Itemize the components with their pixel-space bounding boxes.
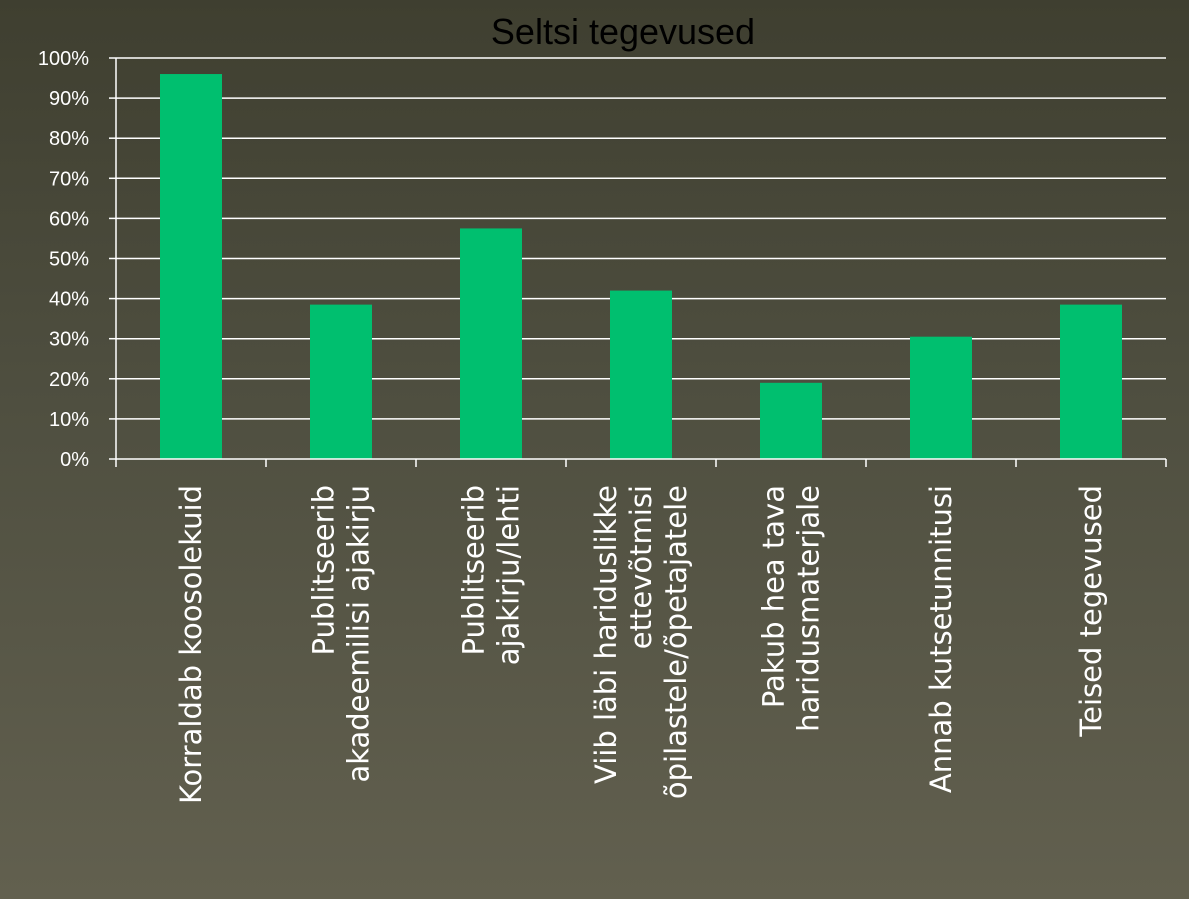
y-tick-label: 90% — [49, 88, 89, 110]
x-category-label-line: Publitseerib — [307, 485, 341, 655]
y-tick-label: 100% — [38, 48, 89, 70]
y-tick-label: 30% — [49, 329, 89, 351]
y-tick-label: 60% — [49, 208, 89, 230]
x-category-label-line: Annab kutsetunnitusi — [924, 485, 958, 793]
y-tick-label: 80% — [49, 128, 89, 150]
x-category-label-line: ajakirju/lehti — [492, 485, 526, 665]
x-category-label: Publitseerib akadeemilisi ajakirju — [307, 485, 376, 783]
y-tick-label: 0% — [60, 449, 89, 471]
gridlines — [116, 57, 1166, 420]
chart-title: Seltsi tegevused — [491, 11, 755, 52]
x-category-label-line: Teised tegevused — [1074, 485, 1108, 738]
y-axis-tick-labels: 0% 10% 20% 30% 40% 50% 60% 70% 80% 90% 100% — [38, 48, 89, 471]
bar — [910, 336, 972, 459]
x-category-label-line: Korraldab koosolekuid — [174, 485, 208, 804]
x-category-label-line: akadeemilisi ajakirju — [342, 485, 376, 783]
y-tick-label: 50% — [49, 249, 89, 271]
x-axis-category-labels: Korraldab koosolekuid Publitseerib akadeem… — [174, 485, 1108, 804]
bar — [760, 382, 822, 459]
bar — [160, 74, 222, 459]
y-tick-label: 40% — [49, 289, 89, 311]
x-category-label: Pakub hea tava haridusmaterjale — [757, 485, 826, 732]
x-category-label-line: Publitseerib — [457, 485, 491, 655]
x-category-label-line: ettevõtmisi — [624, 485, 658, 649]
x-category-label-line: Pakub hea tava — [757, 485, 791, 708]
y-tick-label: 20% — [49, 369, 89, 391]
x-category-label: Teised tegevused — [1074, 485, 1108, 738]
y-tick-label: 10% — [49, 409, 89, 431]
x-category-label: Publitseerib ajakirju/lehti — [457, 485, 526, 665]
y-tick-label: 70% — [49, 168, 89, 190]
x-category-label-line: õpilastele/õpetajatele — [659, 485, 693, 799]
bar — [1060, 304, 1122, 459]
x-category-label: Annab kutsetunnitusi — [924, 485, 958, 793]
x-category-label-line: haridusmaterjale — [792, 485, 826, 732]
x-category-label-line: Viib läbi hariduslikke — [589, 485, 623, 784]
x-category-label: Korraldab koosolekuid — [174, 485, 208, 804]
bars — [160, 74, 1122, 459]
bar — [310, 304, 372, 459]
axes — [109, 57, 1167, 467]
x-category-label: Viib läbi hariduslikke ettevõtmisi õpilast… — [589, 485, 693, 799]
bar — [460, 228, 522, 459]
bar — [610, 290, 672, 459]
